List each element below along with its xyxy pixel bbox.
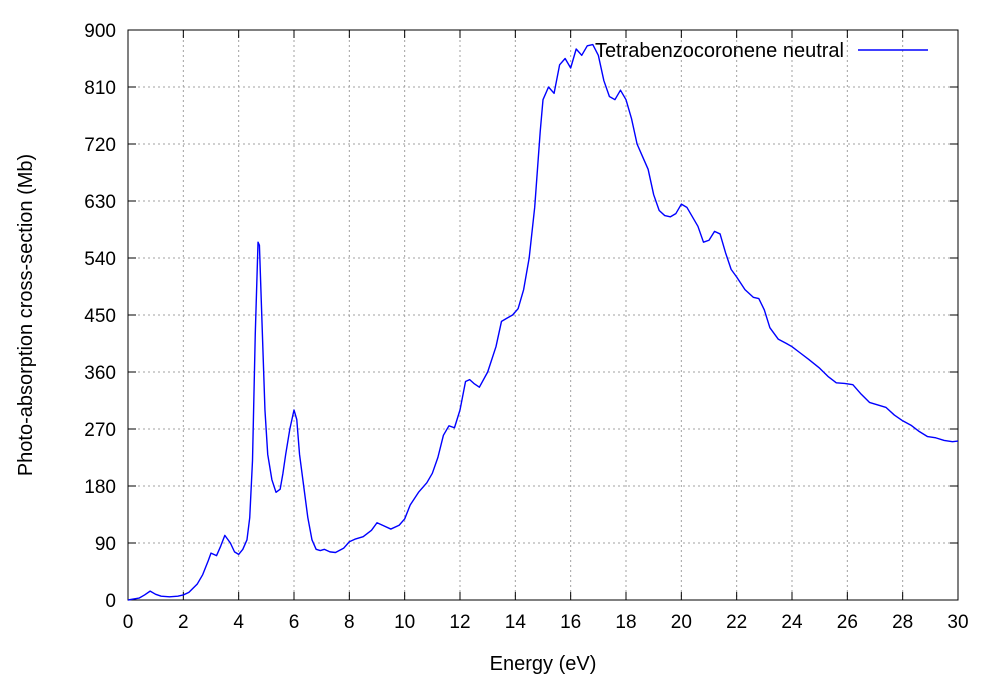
y-tick-label: 810 — [84, 78, 116, 99]
x-tick-label: 18 — [615, 612, 636, 633]
x-tick-label: 22 — [726, 612, 747, 633]
y-tick-label: 720 — [84, 135, 116, 156]
x-axis-ticks: 0 2 4 6 8 10 12 14 16 18 20 22 24 26 28 30 — [123, 30, 969, 633]
y-tick-label: 90 — [95, 534, 116, 555]
x-tick-label: 4 — [233, 612, 244, 633]
y-tick-label: 180 — [84, 477, 116, 498]
y-tick-label: 630 — [84, 192, 116, 213]
x-tick-label: 8 — [344, 612, 355, 633]
x-tick-label: 20 — [671, 612, 692, 633]
x-tick-label: 14 — [505, 612, 527, 633]
y-tick-label: 360 — [84, 363, 116, 384]
x-tick-label: 30 — [947, 612, 968, 633]
x-tick-label: 2 — [178, 612, 189, 633]
x-tick-label: 16 — [560, 612, 581, 633]
grid-lines — [128, 30, 958, 600]
x-tick-label: 6 — [289, 612, 300, 633]
x-tick-label: 24 — [781, 612, 803, 633]
legend-label: Tetrabenzocoronene neutral — [595, 40, 844, 62]
x-tick-label: 10 — [394, 612, 415, 633]
y-axis-title: Photo-absorption cross-section (Mb) — [15, 154, 37, 476]
plot-area-frame — [127, 29, 959, 601]
series-line-tetrabenzocoronene-neutral — [127, 43, 959, 601]
y-tick-label: 270 — [84, 420, 116, 441]
x-tick-label: 26 — [837, 612, 858, 633]
y-tick-label: 0 — [105, 591, 116, 612]
x-tick-label: 28 — [892, 612, 913, 633]
y-tick-label: 450 — [84, 306, 116, 327]
y-tick-label: 540 — [84, 249, 116, 270]
y-axis-ticks: 0 90 180 270 360 450 540 630 720 810 900 — [84, 21, 958, 612]
x-tick-label: 0 — [123, 612, 134, 633]
x-tick-label: 12 — [449, 612, 470, 633]
y-tick-label: 900 — [84, 21, 116, 42]
x-axis-title: Energy (eV) — [490, 653, 597, 675]
